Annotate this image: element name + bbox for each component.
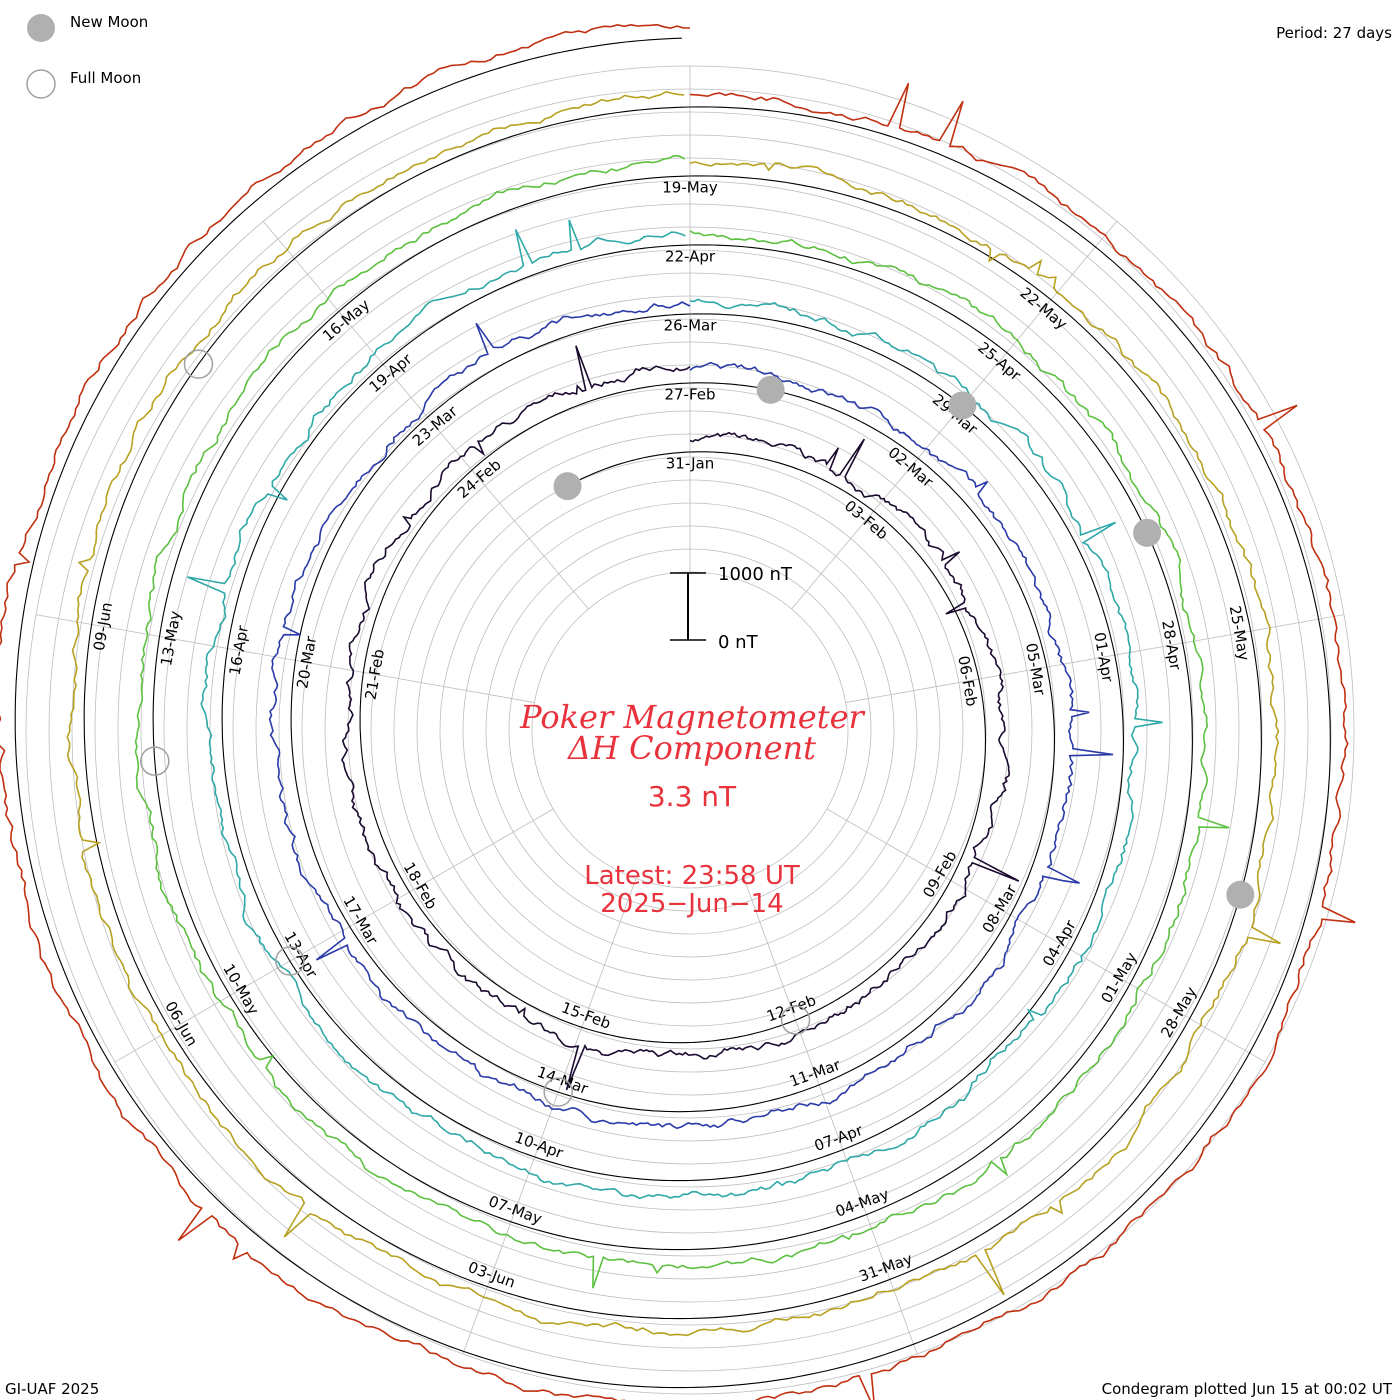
date-label: 04-May xyxy=(833,1185,891,1221)
component-label: ΔH Component xyxy=(566,729,816,767)
grid-spoke xyxy=(845,614,1345,703)
date-label: 16-Apr xyxy=(226,623,253,676)
full-moon-legend-icon xyxy=(26,69,56,99)
series-line-2 xyxy=(268,301,1114,1130)
full-moon-marker xyxy=(183,349,214,379)
grid-spoke xyxy=(462,878,637,1355)
new-moon-marker xyxy=(1133,518,1162,547)
date-label: 25-May xyxy=(1226,604,1253,662)
series-line-4 xyxy=(134,154,1230,1289)
date-label: 22-May xyxy=(1017,284,1071,334)
date-label: 23-Mar xyxy=(409,402,462,450)
new-moon-legend-label: New Moon xyxy=(70,13,148,31)
period-label: Period: 27 days xyxy=(1276,24,1392,42)
date-label: 31-May xyxy=(857,1250,915,1286)
date-label: 05-Mar xyxy=(1022,642,1049,698)
chart-title: Poker Magnetometer xyxy=(519,698,865,736)
series-line-3 xyxy=(187,219,1163,1200)
date-label: 26-Mar xyxy=(664,317,718,335)
baseline-spiral-path xyxy=(14,37,1331,1389)
series-line-5 xyxy=(66,90,1281,1337)
current-value: 3.3 nT xyxy=(648,780,737,813)
date-label: 03-Jun xyxy=(466,1258,518,1292)
date-label: 01-May xyxy=(1097,949,1140,1006)
date-label: 20-Mar xyxy=(293,634,320,690)
grid-spoke xyxy=(114,808,554,1063)
full-moon-marker xyxy=(275,946,305,976)
grid-layer xyxy=(25,65,1355,1395)
date-label: 15-Feb xyxy=(559,998,613,1032)
date-label: 07-Apr xyxy=(812,1121,866,1155)
date-label: 24-Feb xyxy=(454,456,505,503)
series-layer xyxy=(0,23,1356,1400)
new-moon-marker xyxy=(948,391,977,420)
latest-time: Latest: 23:58 UT xyxy=(584,861,800,891)
date-label: 13-May xyxy=(157,609,184,667)
date-label: 16-May xyxy=(319,296,373,346)
series-line-6 xyxy=(0,23,1356,1400)
scale-top-label: 1000 nT xyxy=(718,564,793,585)
footer-plot-time: Condegram plotted Jun 15 at 00:02 UT xyxy=(1102,1380,1393,1398)
footer-credit: GI-UAF 2025 xyxy=(5,1380,99,1398)
date-label: 11-Mar xyxy=(787,1055,844,1090)
full-moon-legend-label: Full Moon xyxy=(70,69,141,87)
date-label: 14-Mar xyxy=(535,1063,592,1098)
new-moon-marker xyxy=(1226,880,1255,909)
date-label: 10-Apr xyxy=(512,1128,566,1162)
grid-spoke xyxy=(262,220,589,610)
series-line-1 xyxy=(340,345,1020,1091)
grid-spoke xyxy=(35,614,535,703)
grid-spoke xyxy=(826,808,1266,1063)
date-label: 21-Feb xyxy=(361,648,388,701)
baseline-spiral xyxy=(14,37,1331,1389)
moon-marker-layer xyxy=(140,349,1255,1107)
new-moon-marker xyxy=(756,375,785,404)
full-moon-marker xyxy=(140,746,170,776)
date-label: 10-May xyxy=(219,961,262,1018)
latest-date: 2025−Jun−14 xyxy=(600,889,783,919)
scale-bottom-label: 0 nT xyxy=(718,632,759,653)
full-moon-marker xyxy=(543,1077,573,1107)
new-moon-legend-icon xyxy=(27,14,55,42)
date-label: 22-Apr xyxy=(665,248,716,266)
full-moon-marker xyxy=(780,1005,811,1035)
date-label: 07-May xyxy=(486,1192,544,1228)
date-label: 31-Jan xyxy=(666,455,714,473)
grid-spoke xyxy=(743,878,918,1355)
new-moon-marker xyxy=(553,472,582,501)
date-label: 27-Feb xyxy=(664,386,715,404)
date-label: 19-May xyxy=(662,179,718,197)
